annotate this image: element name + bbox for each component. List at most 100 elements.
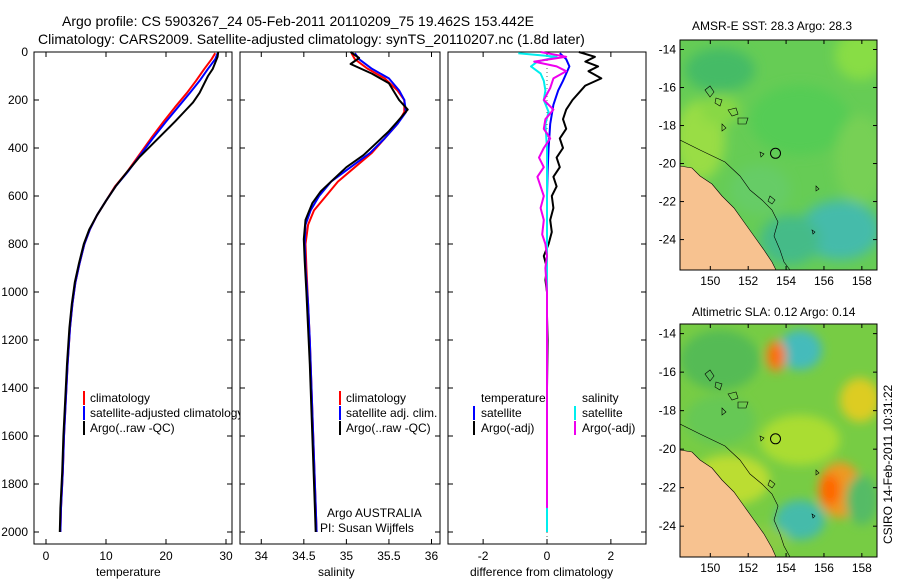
sla_map-xtick-label: 156 (814, 561, 834, 575)
sst-shelf-contour (680, 139, 791, 270)
difference-panel: -2 0 2 difference from climatology tempera… (447, 51, 647, 579)
header-line-1: Argo profile: CS 5903267_24 05-Feb-2011 … (62, 13, 534, 29)
salinity-xtick-label: 35 (340, 549, 354, 563)
salinity-panel: 34 34.5 35 35.5 36 salinity climatology sate… (239, 51, 441, 579)
sla-argo-position-marker (770, 433, 781, 445)
temperature-ytick-label: 1400 (1, 381, 28, 395)
sst-map-panel: AMSR-E SST: 28.3 Argo: 28.3 150 152 154 156… (659, 19, 878, 288)
temperature-plot-area (33, 51, 233, 545)
difference-xtick-label: -2 (478, 549, 489, 563)
salinity-xtick-label: 36 (425, 549, 439, 563)
sla-map-panel: Altimetric SLA: 0.12 Argo: 0.14 (659, 305, 878, 575)
salinity-lines (302, 51, 409, 533)
sst-map-title: AMSR-E SST: 28.3 Argo: 28.3 (692, 19, 852, 33)
sla-map-title: Altimetric SLA: 0.12 Argo: 0.14 (692, 305, 856, 319)
sla_map-xtick-label: 152 (738, 561, 758, 575)
salinity-legend-climatology: climatology (346, 391, 406, 405)
salinity-xtick-label: 35.5 (377, 549, 401, 563)
difference-legend: temperature salinity satellite satellite… (473, 391, 635, 435)
temperature-ytick-label: 400 (8, 141, 28, 155)
difference-legend-sal-argo: Argo(-adj) (582, 421, 635, 435)
sla-shelf-contour (680, 423, 791, 557)
sst-land-mass (680, 165, 777, 270)
sla_map-xtick-label: 158 (852, 561, 872, 575)
difference-legend-temp-satellite: satellite (481, 406, 522, 420)
sla_map-ytick-label: -14 (659, 327, 677, 341)
sla_map-ytick-label: -18 (659, 404, 677, 418)
temperature-xtick-label: 10 (99, 549, 113, 563)
temperature-legend-satellite: satellite-adjusted climatology (90, 406, 243, 420)
sst_map-ytick-label: -14 (659, 43, 677, 57)
sst_map-xtick-label: 156 (814, 274, 834, 288)
sst_map-ytick-label: -18 (659, 119, 677, 133)
difference-legend-heading-salinity: salinity (582, 391, 619, 405)
salinity-axis-ticks: 34 34.5 35 35.5 36 (240, 51, 440, 563)
salinity-series-argo-raw-qc- (302, 51, 409, 533)
sst_map-ytick-label: -22 (659, 195, 677, 209)
sst-map-field (680, 40, 877, 270)
difference-series-salinity-satellite (518, 52, 558, 532)
sla_map-ytick-label: -22 (659, 481, 677, 495)
side-timestamp: CSIRO 14-Feb-2011 10:31:22 (881, 384, 895, 544)
salinity-legend: climatology satellite adj. clim. Argo(..… (339, 391, 437, 435)
salinity-legend-satellite: satellite adj. clim. (346, 406, 437, 420)
temperature-xtick-label: 0 (43, 549, 50, 563)
sst-map-axis-ticks: 150 152 154 156 158 -14 -16 -18 -20 -22 -24 (659, 40, 877, 288)
difference-legend-heading-temperature: temperature (481, 391, 546, 405)
sst_map-xtick-label: 152 (738, 274, 758, 288)
temperature-xlabel: temperature (96, 565, 161, 579)
sla_map-xtick-label: 154 (776, 561, 796, 575)
temperature-axis-ticks: 0 10 20 30 0 200 400 600 800 1000 1200 1400 1600 1800… (1, 45, 233, 563)
difference-xlabel: difference from climatology (470, 565, 613, 579)
header-line-2: Climatology: CARS2009. Satellite-adjuste… (38, 31, 585, 47)
temperature-legend: climatology satellite-adjusted climatolo… (83, 391, 243, 435)
temperature-xtick-label: 20 (159, 549, 173, 563)
salinity-xtick-label: 34.5 (292, 549, 316, 563)
difference-axis-ticks: -2 0 2 (448, 51, 646, 563)
temperature-series-argo-raw-qc- (58, 51, 220, 533)
sst_map-xtick-label: 158 (852, 274, 872, 288)
temperature-xtick-label: 30 (219, 549, 233, 563)
sst_map-xtick-label: 150 (700, 274, 720, 288)
difference-lines (518, 51, 603, 532)
sla-reef-outlines (704, 369, 820, 519)
sla-map-field (680, 324, 877, 557)
temperature-ytick-label: 1800 (1, 477, 28, 491)
sst-map-frame (679, 39, 878, 271)
salinity-annotation-line-2: PI: Susan Wijffels (320, 521, 414, 535)
temperature-ytick-label: 2000 (1, 525, 28, 539)
temperature-legend-argo: Argo(..raw -QC) (90, 421, 175, 435)
sst-reef-outlines (704, 85, 820, 235)
salinity-annotation-line-1: Argo AUSTRALIA (327, 506, 422, 520)
salinity-xlabel: salinity (318, 565, 355, 579)
temperature-lines (58, 51, 220, 533)
difference-xtick-label: 0 (544, 549, 551, 563)
sst-argo-position-marker (770, 147, 781, 159)
salinity-xtick-label: 34 (255, 549, 269, 563)
sla_map-ytick-label: -24 (659, 519, 677, 533)
temperature-ytick-label: 0 (21, 45, 28, 59)
temperature-ytick-label: 1200 (1, 333, 28, 347)
temperature-legend-climatology: climatology (90, 391, 150, 405)
sla-map-frame (679, 323, 878, 558)
sla_map-xtick-label: 150 (700, 561, 720, 575)
sla_map-ytick-label: -20 (659, 442, 677, 456)
sla-map-axis-ticks: 150 152 154 156 158 -14 -16 -18 -20 -22 -24 (659, 324, 877, 575)
salinity-plot-area (239, 51, 441, 545)
temperature-ytick-label: 600 (8, 189, 28, 203)
sst_map-xtick-label: 154 (776, 274, 796, 288)
sla-land-mass (680, 449, 777, 557)
sst_map-ytick-label: -16 (659, 81, 677, 95)
sst_map-ytick-label: -24 (659, 233, 677, 247)
temperature-ytick-label: 1000 (1, 285, 28, 299)
difference-legend-sal-satellite: satellite (582, 406, 623, 420)
difference-series-salinity-argo-adj- (533, 51, 568, 508)
difference-legend-temp-argo: Argo(-adj) (481, 421, 534, 435)
sla_map-ytick-label: -16 (659, 365, 677, 379)
sst_map-ytick-label: -20 (659, 157, 677, 171)
temperature-ytick-label: 200 (8, 93, 28, 107)
temperature-ytick-label: 800 (8, 237, 28, 251)
difference-xtick-label: 2 (608, 549, 615, 563)
salinity-legend-argo: Argo(..raw -QC) (346, 421, 431, 435)
